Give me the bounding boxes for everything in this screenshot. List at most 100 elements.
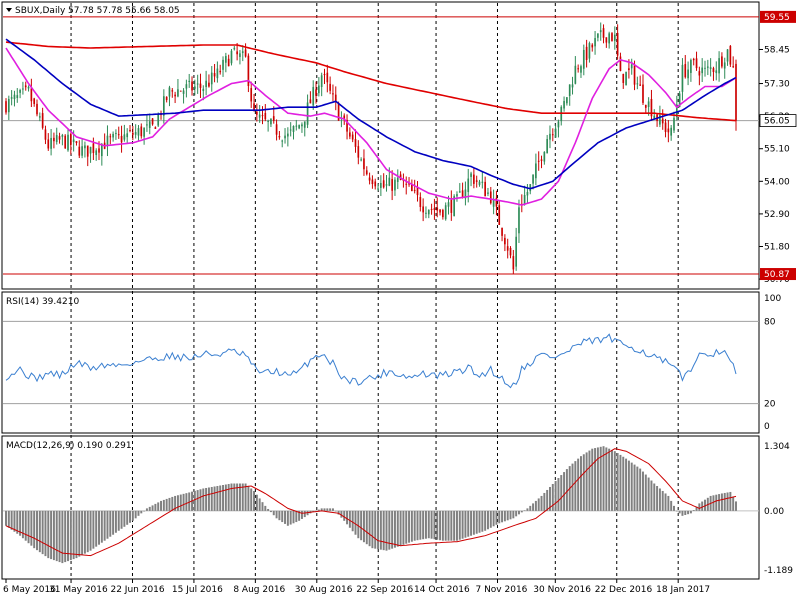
last-price-tag-label: 56.05: [764, 117, 790, 127]
candle-body: [19, 89, 21, 93]
candle-body: [636, 83, 639, 85]
candle-body: [588, 43, 591, 59]
candle-body: [518, 207, 520, 234]
candle-body: [487, 192, 489, 194]
candle-body: [185, 84, 188, 89]
candle-body: [92, 143, 95, 153]
macd-histogram-bar: [503, 510, 506, 522]
candle-body: [58, 136, 61, 140]
macd-histogram-bar: [247, 485, 250, 511]
macd-histogram-bar: [129, 510, 131, 523]
candle-body: [64, 135, 67, 149]
macd-histogram-bar: [69, 510, 72, 561]
macd-histogram-bar: [548, 486, 551, 511]
macd-histogram-bar: [24, 510, 27, 541]
candle-body: [374, 181, 377, 187]
candle-body: [360, 159, 362, 161]
candle-body: [44, 129, 47, 140]
horizontal-levels: [3, 16, 759, 512]
candle-body: [591, 44, 594, 48]
candle-body: [343, 115, 346, 120]
candle-body: [230, 50, 233, 64]
macd-histogram-bar: [574, 461, 577, 511]
candle-body: [89, 146, 92, 154]
candle-body: [673, 117, 675, 131]
candle-body: [306, 102, 309, 125]
macd-histogram-bar: [374, 510, 377, 549]
candle-body: [394, 179, 396, 191]
candle-body: [664, 122, 667, 132]
macd-histogram-bar: [103, 510, 106, 541]
rsi-panel: [1, 291, 760, 434]
candle-body: [205, 80, 207, 88]
macd-histogram-bar: [602, 446, 605, 511]
macd-histogram-bar: [30, 510, 33, 546]
macd-panel: [1, 435, 760, 580]
candle-body: [444, 205, 447, 220]
candle-body: [467, 178, 470, 193]
candle-body: [422, 206, 424, 213]
candle-body: [416, 186, 419, 196]
macd-histogram-bar: [123, 510, 126, 527]
macd-histogram-bar: [526, 508, 529, 511]
candle-body: [47, 139, 50, 149]
candle-body: [461, 190, 464, 198]
candle-body: [349, 132, 351, 137]
candle-body: [515, 236, 517, 267]
price-tick-label: 52.90: [764, 210, 790, 220]
candle-body: [154, 127, 157, 129]
candle-body: [30, 88, 33, 102]
macd-histogram-bar: [439, 510, 442, 541]
candle-body: [419, 197, 422, 207]
candle-body: [41, 113, 44, 128]
macd-histogram-bar: [303, 510, 306, 518]
macd-histogram-bar: [393, 510, 396, 548]
candle-body: [109, 136, 112, 138]
candle-body: [326, 72, 329, 83]
candle-body: [146, 124, 148, 126]
macd-histogram-bar: [346, 510, 349, 525]
macd-histogram-bar: [109, 510, 112, 537]
price-tick-label: 57.30: [764, 80, 790, 90]
macd-histogram-bar: [131, 510, 134, 521]
collapse-arrow-icon[interactable]: [6, 8, 12, 12]
candle-body: [312, 86, 315, 106]
candle-body: [413, 189, 416, 191]
candle-body: [425, 212, 427, 214]
candle-body: [241, 51, 244, 54]
candle-body: [563, 101, 565, 109]
macd-histogram-bar: [689, 510, 692, 514]
macd-histogram-bar: [193, 490, 196, 511]
candle-body: [67, 134, 69, 151]
candle-body: [151, 118, 154, 125]
candle-body: [148, 121, 151, 128]
candle-body: [298, 125, 300, 129]
macd-histogram-bar: [498, 510, 501, 524]
macd-histogram-bar: [117, 510, 120, 531]
macd-histogram-bar: [269, 510, 272, 513]
candle-body: [354, 139, 357, 147]
candle-body: [628, 68, 630, 71]
macd-histogram-bar: [495, 510, 498, 525]
macd-histogram-bar: [182, 493, 185, 511]
macd-histogram-bar: [160, 500, 163, 511]
macd-histogram-bar: [207, 487, 210, 511]
candle-body: [439, 209, 441, 213]
candle-body: [162, 96, 165, 116]
macd-histogram-bar: [50, 510, 53, 560]
macd-histogram-bar: [718, 494, 721, 511]
macd-histogram-bar: [337, 510, 340, 515]
candle-body: [695, 58, 698, 69]
macd-histogram-bar: [664, 493, 667, 511]
macd-histogram-bar: [134, 510, 137, 519]
price-tick-label: 55.10: [764, 145, 790, 155]
price-level-tag: [760, 268, 796, 281]
candle-body: [287, 133, 289, 137]
macd-histogram-bar: [278, 510, 281, 521]
macd-histogram-bar: [365, 510, 368, 545]
macd-histogram-bar: [501, 510, 504, 523]
macd-histogram-bar: [368, 510, 371, 547]
macd-histogram-bar: [317, 509, 320, 511]
